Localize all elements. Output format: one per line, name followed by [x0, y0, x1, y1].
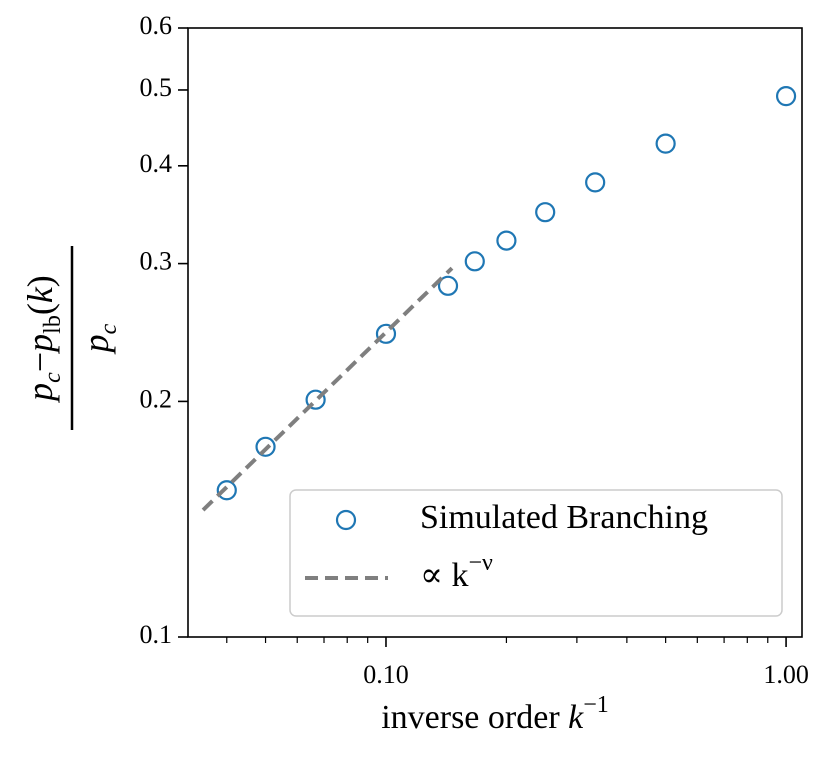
x-label-text: inverse order [381, 699, 568, 736]
data-point [464, 251, 485, 272]
y-label-denominator: pc [76, 323, 121, 355]
y-tick-label: 0.4 [140, 149, 173, 178]
ylab-part: ) [20, 275, 60, 287]
y-axis-label: pc−plb(k) pc [20, 246, 122, 430]
data-point [585, 172, 606, 193]
ylab-part: lb [40, 315, 66, 334]
ylab-part: p [76, 334, 116, 355]
legend-name: ∝ k [420, 557, 469, 594]
data-point [255, 436, 276, 457]
y-tick-label: 0.6 [140, 11, 173, 40]
legend-sup: −ν [469, 550, 494, 576]
y-tick-label: 0.5 [140, 73, 173, 102]
data-point [305, 389, 326, 410]
y-tick-label: 0.3 [140, 247, 173, 276]
y-label-numerator: pc−plb(k) [20, 275, 65, 404]
x-tick-label: 0.10 [363, 660, 409, 689]
ylab-part: c [40, 372, 66, 383]
plot-frame [187, 27, 803, 638]
x-axis-label: inverse order k−1 [381, 692, 609, 736]
y-tick-label: 0.1 [140, 620, 173, 649]
legend-box [289, 489, 783, 617]
data-point [496, 230, 517, 251]
legend-label: ∝ k−ν [420, 550, 493, 594]
legend: Simulated Branching ∝ k−ν [289, 489, 783, 617]
y-tick-label: 0.2 [140, 384, 173, 413]
data-point [655, 133, 676, 154]
data-point [375, 323, 397, 344]
legend-name: Simulated Branching [420, 499, 708, 536]
x-tick-label: 1.00 [763, 660, 809, 689]
data-point [437, 275, 459, 296]
fit-line [201, 266, 454, 512]
ylab-part: k [20, 286, 60, 303]
ylab-part: − [20, 352, 60, 372]
legend-label: Simulated Branching [420, 499, 708, 536]
ylab-part: p [20, 383, 60, 404]
data-point [216, 480, 237, 501]
data-point [775, 86, 797, 107]
ylab-part: p [20, 334, 60, 355]
ylab-part: c [96, 323, 122, 334]
x-label-exp: −1 [583, 692, 609, 718]
legend-marker [335, 509, 357, 531]
x-label-var: k [568, 699, 584, 736]
ylab-part: ( [20, 303, 60, 315]
data-point [535, 202, 556, 223]
